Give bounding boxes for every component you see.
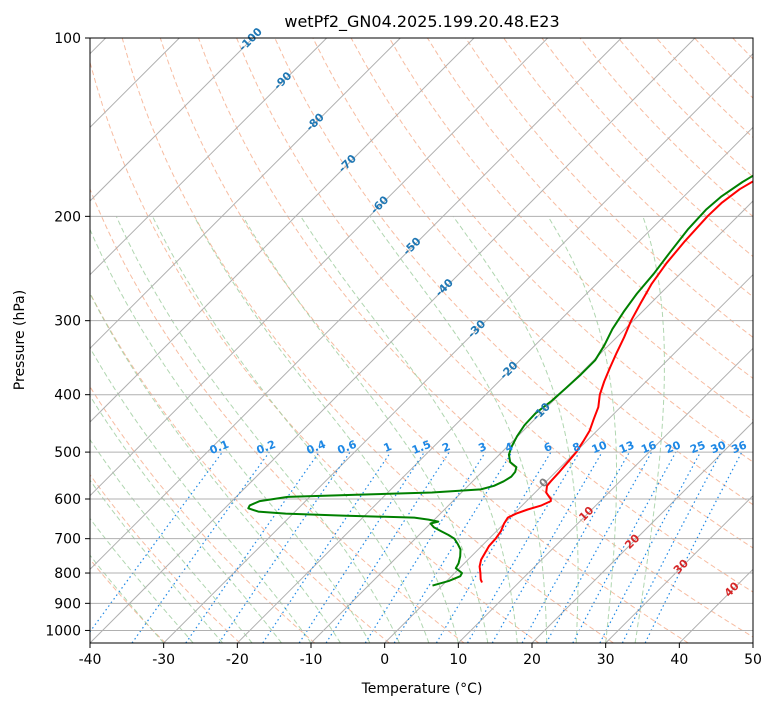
- isotherm: [457, 347, 753, 643]
- mixing-ratio-line: [364, 451, 486, 643]
- x-tick-label: -20: [226, 652, 249, 668]
- x-tick-label: -10: [300, 652, 323, 668]
- dewpoint-line: [247, 174, 753, 587]
- dry-adiabat: [121, 38, 614, 643]
- dry-adiabat: [90, 385, 316, 643]
- dry-adiabat: [90, 60, 540, 643]
- isotherm: [605, 494, 753, 643]
- mixing-ratio-label: 3: [476, 440, 488, 455]
- dry-adiabat: [90, 473, 241, 643]
- mixing-ratio-label: 20: [664, 438, 683, 456]
- mixing-ratio-label: 25: [688, 439, 707, 457]
- x-tick-label: -30: [152, 652, 175, 668]
- mixing-ratio-line: [262, 451, 392, 643]
- moist-adiabat: [90, 292, 341, 643]
- y-tick-label: 800: [54, 566, 81, 582]
- y-tick-label: 600: [54, 492, 81, 508]
- isotherm: [310, 200, 753, 643]
- y-axis-label: Pressure (hPa): [12, 290, 28, 390]
- x-tick-label: 30: [597, 652, 615, 668]
- y-tick-label: 100: [54, 31, 81, 47]
- dry-adiabat: [274, 38, 753, 549]
- y-tick-label: 400: [54, 388, 81, 404]
- mixing-ratio-label: 16: [639, 438, 658, 456]
- moist-adiabat: [90, 479, 223, 643]
- mixing-ratio-line: [393, 451, 513, 643]
- mixing-ratio-line: [185, 451, 320, 643]
- mixing-ratio-line: [466, 451, 580, 643]
- dry-adiabat: [90, 558, 166, 643]
- chart-title: wetPf2_GN04.2025.199.20.48.E23: [284, 12, 559, 32]
- isotherm: [384, 273, 753, 643]
- mixing-ratio-line: [298, 451, 425, 643]
- moist-adiabat: [193, 216, 459, 643]
- mixing-ratio-label: 13: [617, 439, 636, 457]
- mixing-ratio-line: [572, 451, 677, 643]
- dry-adiabat: [426, 38, 753, 379]
- x-tick-label: 10: [449, 652, 467, 668]
- x-tick-label: 50: [744, 652, 762, 668]
- mixing-ratio-line: [325, 451, 450, 643]
- axes: -40 -30 -20 -10 0 10 20 30 40 50 100 200 300 400 500 60…: [45, 31, 762, 668]
- temperature-line: [478, 180, 753, 583]
- moist-adiabat: [90, 438, 253, 643]
- pressure-gridlines: [90, 38, 753, 631]
- dry-adiabat: [90, 187, 465, 643]
- x-tick-label: 0: [380, 652, 389, 668]
- isotherm: [90, 38, 328, 276]
- isotherm: [90, 38, 401, 350]
- mixing-ratio-label: 2: [440, 440, 452, 455]
- moist-adiabat: [90, 346, 312, 643]
- dry-adiabat: [198, 38, 753, 638]
- isotherm: [90, 38, 622, 571]
- y-tick-label: 1000: [45, 623, 81, 639]
- y-tick-label: 900: [54, 596, 81, 612]
- isotherm: [90, 38, 549, 497]
- mixing-ratio-label: 30: [709, 438, 728, 456]
- isotherm: [531, 421, 753, 643]
- y-tick-label: 300: [54, 314, 81, 330]
- dry-adiabat: [236, 38, 753, 593]
- profile-series: [247, 174, 753, 587]
- moist-adiabat: [547, 216, 617, 643]
- x-tick-label: -40: [79, 652, 102, 668]
- isotherm: [90, 38, 475, 423]
- mixing-ratio-line: [599, 451, 702, 643]
- dry-adiabat: [90, 292, 390, 643]
- moist-adiabat: [115, 216, 400, 643]
- x-axis-label: Temperature (°C): [361, 681, 483, 697]
- x-tick-label: 40: [670, 652, 688, 668]
- moist-adiabat: [634, 216, 665, 643]
- mixing-ratio-line: [218, 451, 351, 643]
- isotherm: [163, 52, 753, 643]
- isotherm: [90, 38, 696, 643]
- plot-frame: [89, 37, 754, 644]
- isotherm: [236, 126, 753, 643]
- moist-adiabat: [152, 216, 430, 643]
- isotherm: [90, 38, 254, 202]
- y-tick-label: 200: [54, 209, 81, 225]
- moist-adiabat: [300, 216, 518, 643]
- mixing-ratio-label: 1: [382, 440, 394, 455]
- dry-adiabat: [503, 38, 753, 298]
- background-lines: [90, 38, 753, 643]
- mixing-ratio-label: 8: [571, 440, 583, 455]
- y-tick-label: 700: [54, 532, 81, 548]
- mixing-ratio-label: 36: [730, 438, 749, 456]
- mixing-ratio-line: [435, 451, 552, 643]
- mixing-ratio-label: 10: [590, 438, 609, 456]
- dry-adiabat: [350, 38, 753, 463]
- x-tick-label: 20: [523, 652, 541, 668]
- y-tick-label: 500: [54, 445, 81, 461]
